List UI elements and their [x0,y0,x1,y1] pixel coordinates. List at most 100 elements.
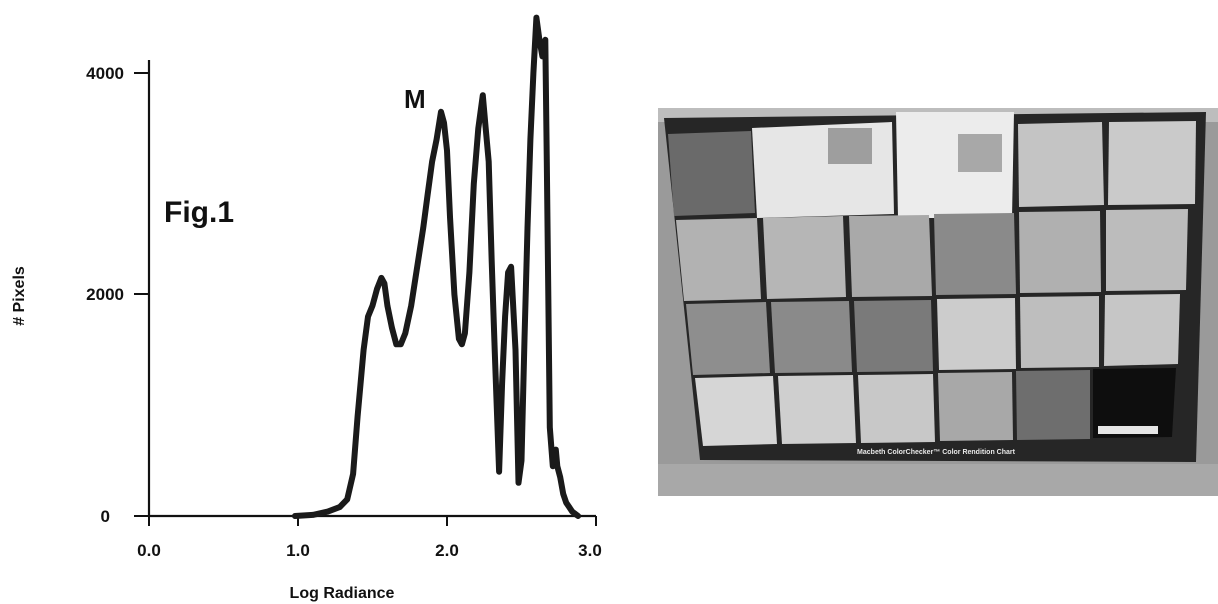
color-patch [1106,209,1188,291]
x-tick-label: 0.0 [137,541,161,560]
y-tick-label: 2000 [86,285,124,304]
data-point [438,109,444,115]
data-point [429,159,435,165]
color-patch [849,215,932,297]
data-point [560,491,566,497]
data-point [393,341,399,347]
y-tick-label: 4000 [86,64,124,83]
data-point [402,330,408,336]
data-point [483,125,489,131]
data-point [310,512,316,518]
color-patch [763,216,846,299]
data-point [512,347,519,353]
data-point [475,125,481,131]
data-point [325,509,331,515]
colorchecker-caption: Macbeth ColorChecker™ Color Rendition Ch… [857,449,1016,456]
data-point [480,92,486,98]
color-patch [934,213,1016,295]
data-point [434,136,440,142]
series-points [292,15,581,519]
color-patch [1108,121,1196,205]
data-point [369,303,376,309]
data-point [553,447,559,453]
histogram-chart: 0.0 1.0 2.0 3.0 0 2000 4000 Log Radiance… [11,14,602,602]
data-point [521,336,528,342]
data-point [292,513,298,519]
color-patch [1018,122,1104,207]
x-tick-label: 1.0 [286,541,310,560]
photo-bottom-band [658,464,1218,496]
data-point [389,325,395,331]
data-point [337,504,343,510]
data-point [361,347,367,353]
data-point [451,291,457,298]
data-point [554,463,560,469]
color-patch [771,301,852,373]
color-patch [938,372,1013,441]
color-patch [1016,370,1090,440]
color-patch [1093,368,1176,438]
color-patch [686,302,770,375]
data-point [344,496,350,502]
data-point [471,181,477,187]
data-point [515,480,522,486]
color-patch [937,298,1016,370]
color-patch [854,300,933,372]
data-point [563,500,569,506]
data-point [420,225,426,231]
data-point [496,469,502,475]
data-point [365,314,371,320]
data-point [374,286,380,292]
data-point [547,424,553,430]
color-patch [668,131,755,216]
data-point [524,225,531,231]
data-point [550,463,556,469]
data-point [466,269,472,275]
color-patch [1019,211,1101,293]
data-point [551,452,557,458]
y-axis-title: # Pixels [11,266,28,326]
data-point [355,413,361,419]
data-point [350,471,356,477]
data-point [508,264,514,270]
y-tick-label: 0 [101,507,110,526]
data-point [414,264,420,270]
peak-annotation: M [404,84,426,114]
histogram-series-line [292,14,582,519]
paper-swatch [958,134,1002,172]
color-patch [695,376,777,446]
data-point [575,513,581,519]
data-point [533,15,540,21]
data-point [444,147,450,154]
data-point [489,258,495,264]
color-patch [858,374,935,443]
color-patch [1104,294,1180,366]
data-point [462,330,468,336]
data-point [378,275,384,281]
data-point [384,303,390,309]
data-point [425,192,431,198]
data-point [456,336,462,342]
data-point [544,159,550,165]
data-point [398,341,404,347]
data-point [502,314,508,320]
data-point [539,53,546,60]
figure-label: Fig.1 [164,196,234,229]
data-point [505,269,511,275]
data-point [542,37,548,43]
glare-spot [1098,426,1158,434]
colorchecker-photo: Macbeth ColorChecker™ Color Rendition Ch… [658,108,1218,496]
data-point [536,37,543,43]
data-point [499,380,505,386]
data-point [459,341,465,347]
paper-sheet [752,122,894,218]
data-point [381,280,387,286]
x-axis-title: Log Radiance [290,585,395,602]
data-point [441,120,447,126]
color-patch [1020,296,1099,368]
data-point [566,504,572,510]
data-point [447,214,453,220]
data-point [557,474,563,480]
x-tick-label: 2.0 [435,541,459,560]
